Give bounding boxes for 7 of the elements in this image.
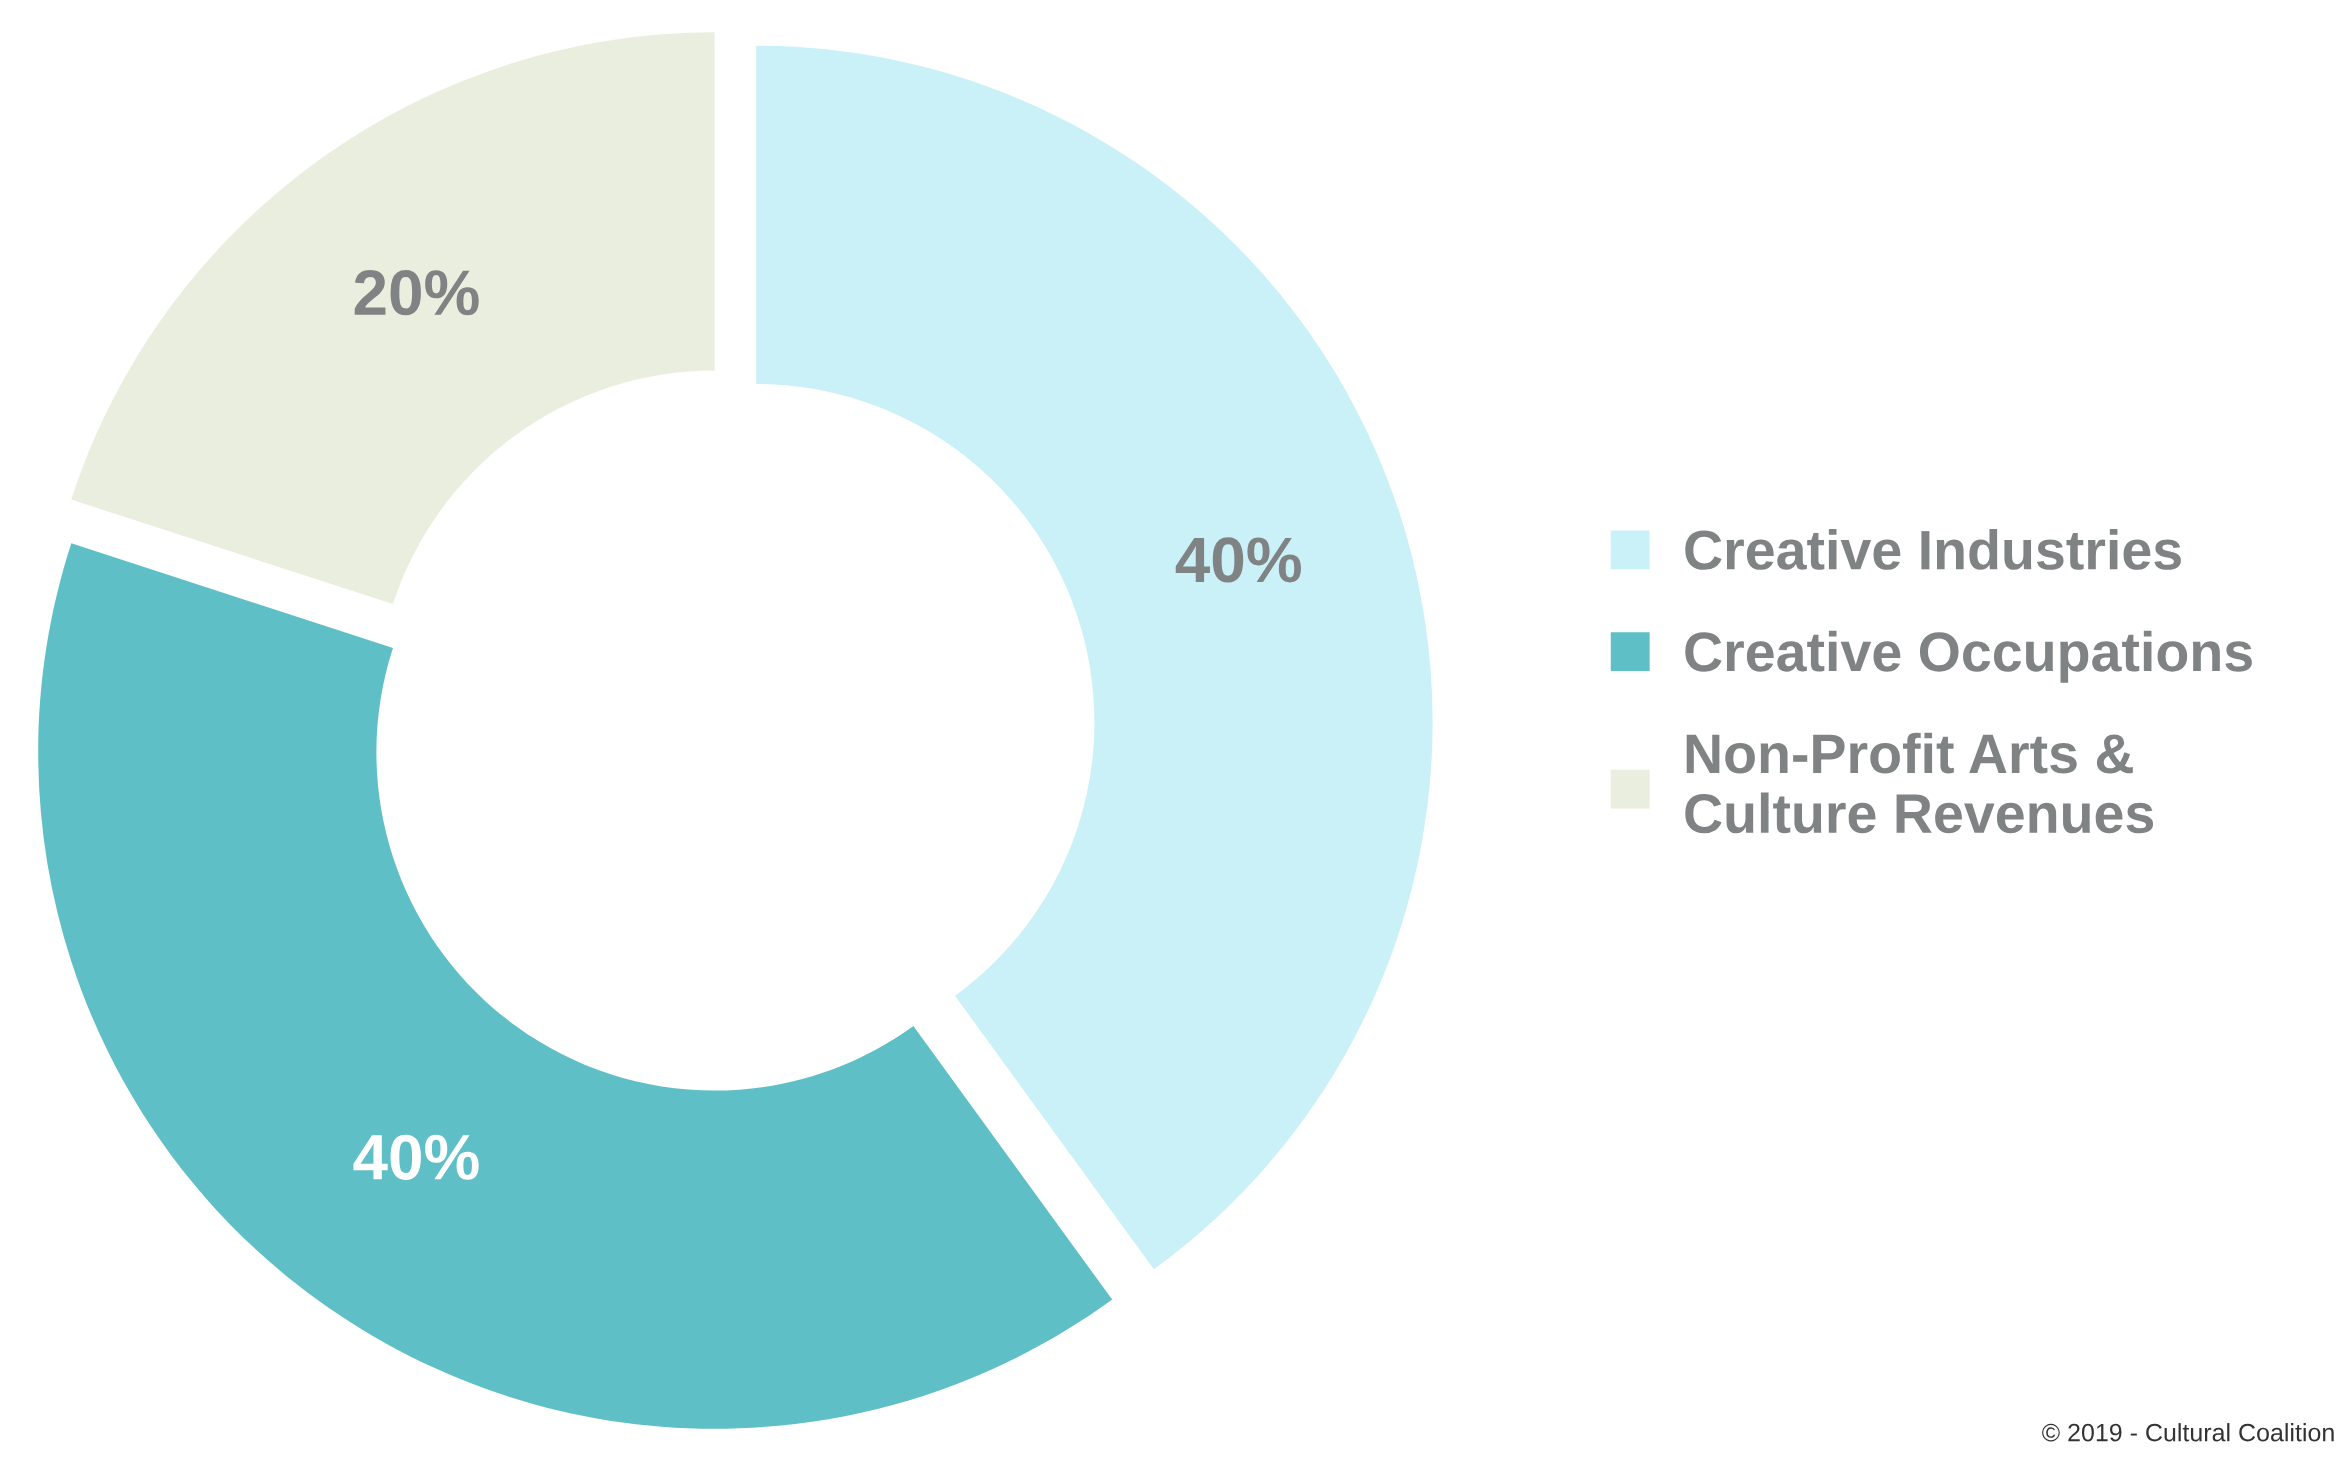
data-label: 40% [1175,537,1301,583]
legend-label: Non-Profit Arts & Culture Revenues [1685,732,2154,834]
legend-label: Creative Occupations [1685,630,2252,683]
legend-label: Creative Industries [1685,529,2181,570]
text: © 2019 - Cultural Coalition [2042,1423,2334,1442]
data-label: 20% [354,270,479,316]
data-label: 40% [353,1134,479,1180]
